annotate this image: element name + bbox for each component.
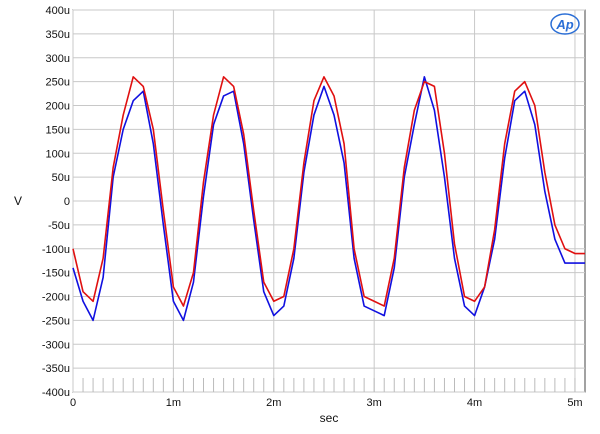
x-tick-label: 3m [367,397,382,409]
grid [72,9,585,393]
y-tick-label: 50u [52,172,70,184]
y-tick-label: -150u [42,268,70,280]
x-tick-labels: 0 1m 2m 3m 4m 5m [70,397,583,409]
y-tick-label: 150u [46,124,70,136]
y-tick-label: -50u [48,220,70,232]
minor-ticks [82,378,576,392]
y-tick-label: -300u [42,339,70,351]
y-tick-label: 400u [46,5,70,17]
x-tick-label: 1m [166,397,181,409]
y-tick-label: 0 [64,196,70,208]
y-axis-label: V [14,194,22,208]
y-tick-label: 200u [46,101,70,113]
y-tick-label: 350u [46,29,70,41]
series-layer [72,76,585,322]
y-tick-label: 300u [46,53,70,65]
x-tick-label: 2m [266,397,281,409]
x-tick-label: 4m [467,397,482,409]
x-tick-label: 5m [567,397,582,409]
y-tick-label: 250u [46,77,70,89]
y-tick-label: -250u [42,315,70,327]
y-tick-label: -200u [42,292,70,304]
y-tick-label: -350u [42,363,70,375]
y-tick-label: -400u [42,387,70,399]
x-axis-label: sec [320,411,339,425]
y-tick-labels: 400u 350u 300u 250u 200u 150u 100u 50u 0 -50u -100… [42,5,70,399]
x-tick-label: 0 [70,397,76,409]
ap-logo: Ap [550,13,580,35]
series-line-2 [72,76,585,307]
ap-logo-text: Ap [555,17,573,32]
series-line-1 [72,76,585,322]
y-tick-label: -100u [42,244,70,256]
y-tick-label: 100u [46,148,70,160]
